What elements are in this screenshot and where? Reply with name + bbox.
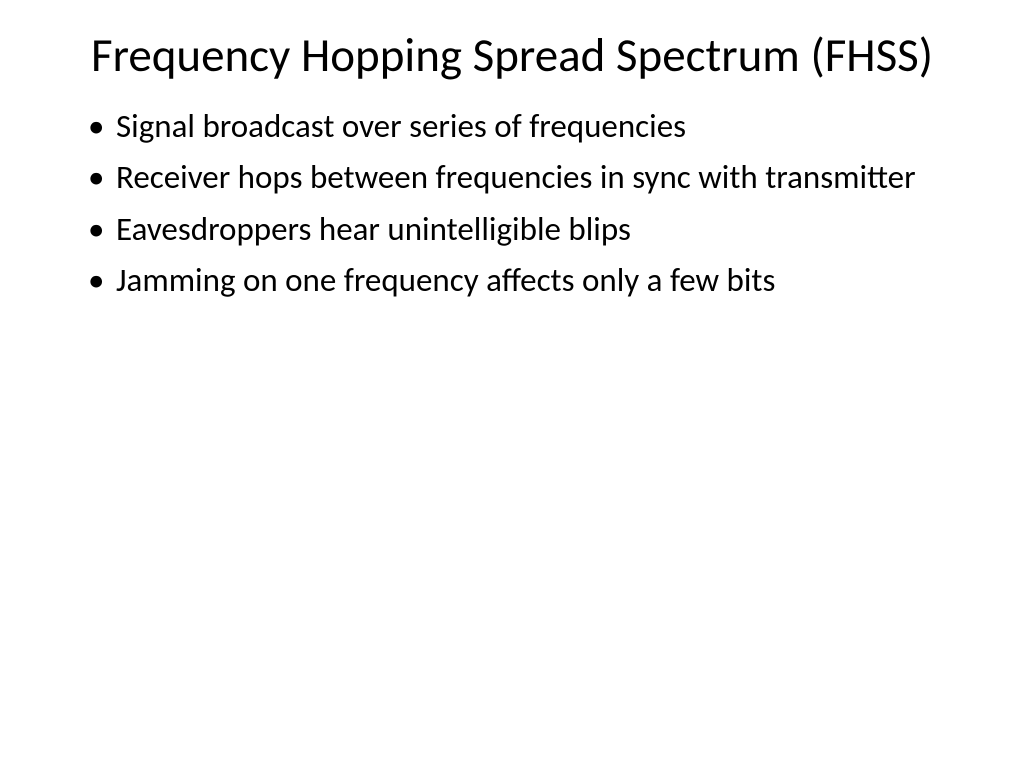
bullet-item: Jamming on one frequency affects only a … [80, 260, 954, 301]
slide-container: Frequency Hopping Spread Spectrum (FHSS)… [0, 0, 1024, 768]
bullet-item: Eavesdroppers hear unintelligible blips [80, 209, 954, 250]
bullet-item: Receiver hops between frequencies in syn… [80, 157, 954, 198]
bullet-list: Signal broadcast over series of frequenc… [70, 106, 954, 301]
bullet-item: Signal broadcast over series of frequenc… [80, 106, 954, 147]
slide-title: Frequency Hopping Spread Spectrum (FHSS) [70, 28, 954, 82]
